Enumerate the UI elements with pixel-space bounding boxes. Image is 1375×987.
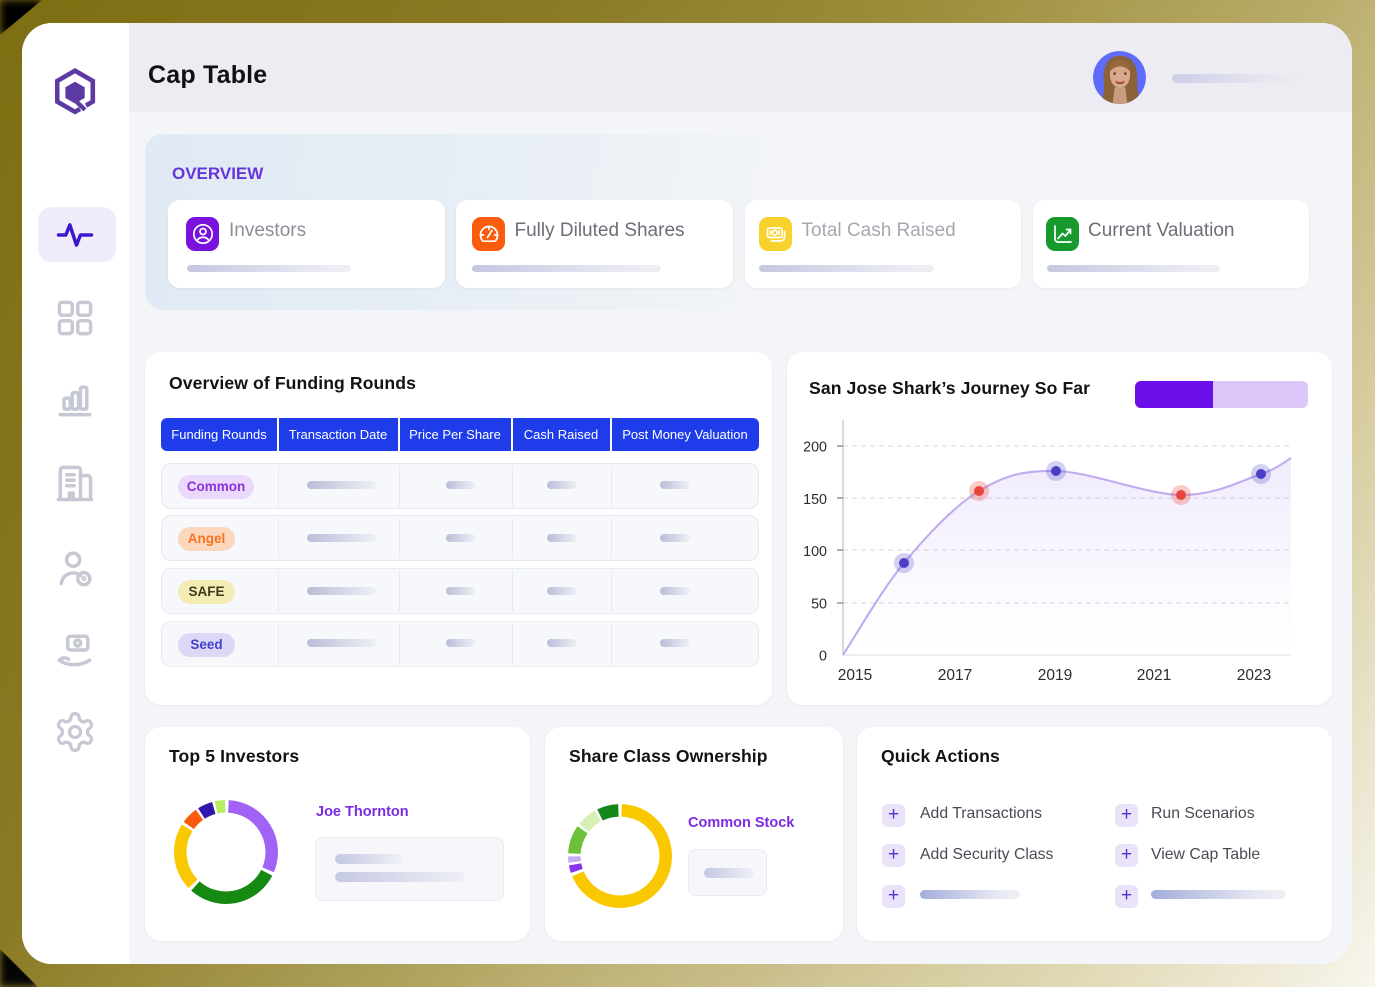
svg-text:2019: 2019 (1038, 667, 1072, 684)
svg-text:2015: 2015 (838, 667, 872, 684)
svg-text:50: 50 (811, 597, 827, 613)
svg-text:100: 100 (803, 544, 827, 560)
svg-text:2021: 2021 (1137, 667, 1171, 684)
svg-text:200: 200 (803, 440, 827, 456)
svg-text:150: 150 (803, 492, 827, 508)
svg-text:2023: 2023 (1237, 667, 1271, 684)
svg-text:2017: 2017 (938, 667, 972, 684)
svg-text:0: 0 (819, 649, 827, 665)
